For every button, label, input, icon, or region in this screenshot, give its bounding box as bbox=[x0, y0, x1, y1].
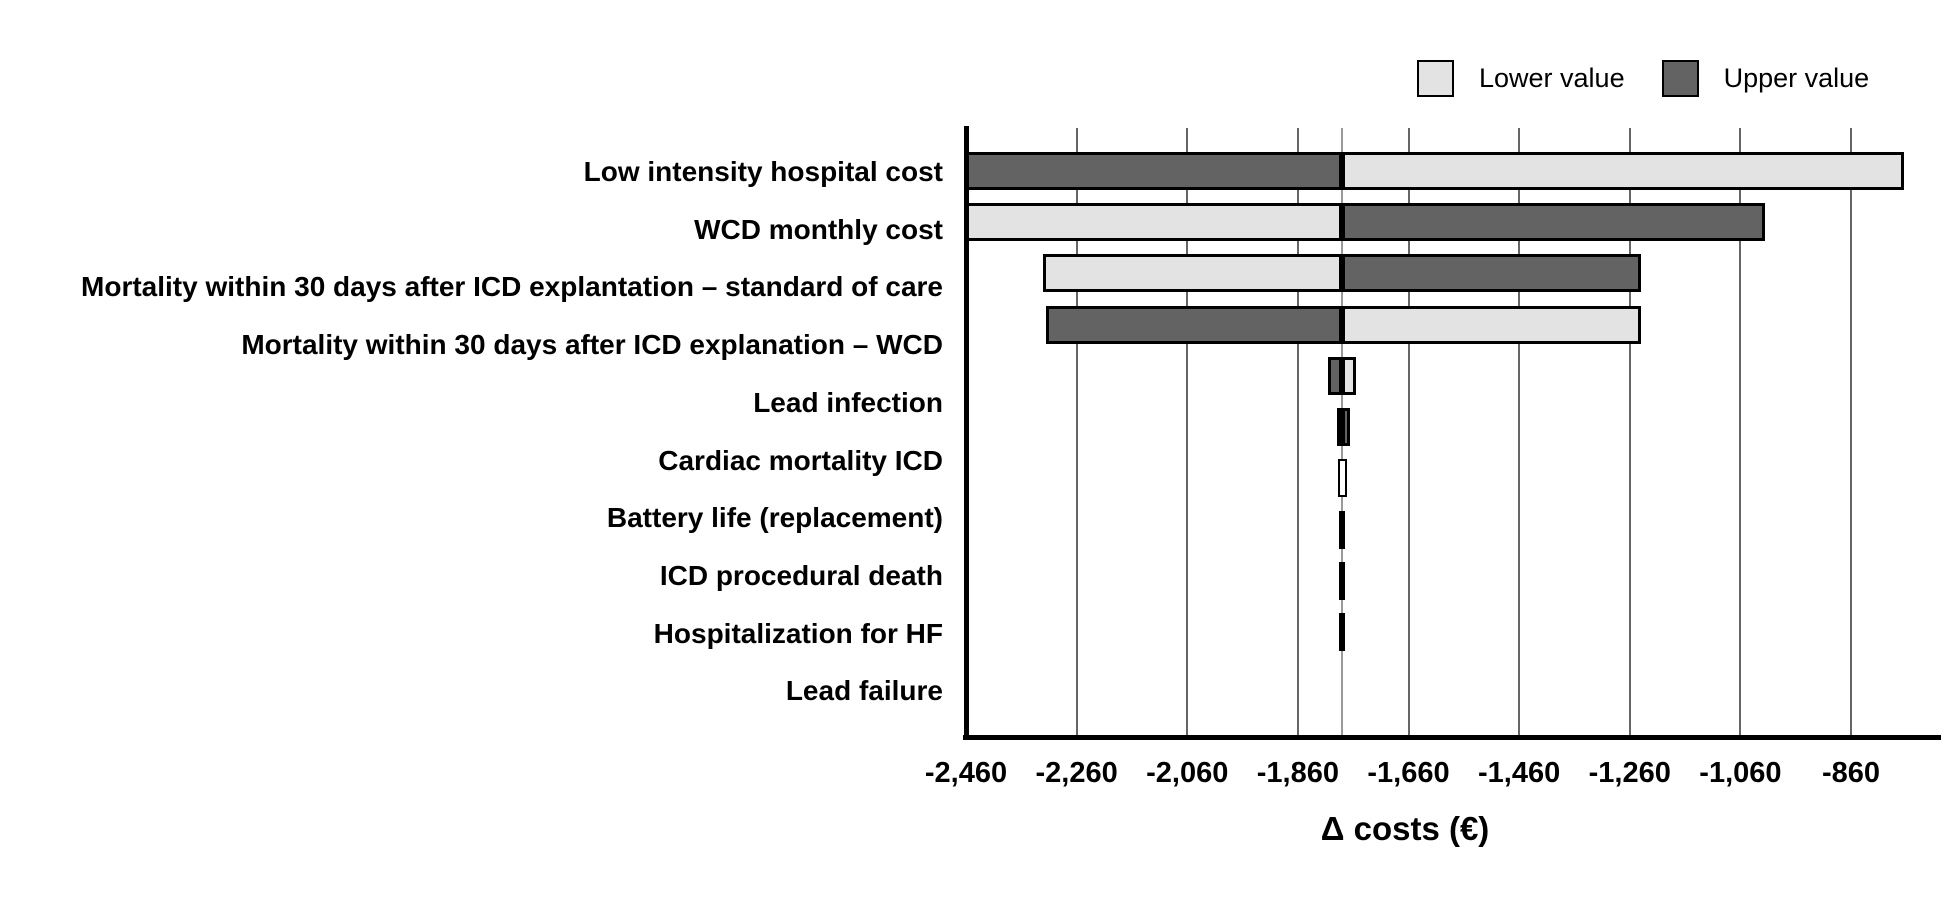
category-label: ICD procedural death bbox=[659, 560, 943, 592]
category-label: Low intensity hospital cost bbox=[583, 156, 943, 187]
x-tick-label: -1,660 bbox=[1367, 757, 1450, 789]
bar-segment-lower-value bbox=[1043, 254, 1343, 293]
legend-label-upper-value: Upper value bbox=[1723, 62, 1870, 93]
bar-segment-lower-value bbox=[1342, 152, 1904, 190]
bar-sliver-white bbox=[1337, 459, 1347, 498]
category-label: WCD monthly cost bbox=[694, 213, 943, 245]
category-label: Mortality within 30 days after ICD expla… bbox=[81, 271, 943, 303]
legend-swatch-lower-value bbox=[1417, 59, 1454, 97]
bar-segment-upper-value bbox=[1342, 408, 1351, 447]
category-label: Lead failure bbox=[785, 675, 943, 707]
bar-segment-upper-value bbox=[1342, 254, 1641, 293]
bar-segment-lower-value bbox=[1336, 408, 1343, 447]
gridline bbox=[1518, 128, 1521, 735]
gridline bbox=[1407, 128, 1410, 735]
x-tick-label: -2,060 bbox=[1146, 757, 1229, 789]
bar-segment-upper-value bbox=[966, 152, 1343, 190]
bar-segment-lower-value bbox=[966, 203, 1343, 242]
gridline bbox=[1186, 128, 1189, 735]
bar-segment-upper-value bbox=[1046, 305, 1343, 344]
legend-swatch-upper-value bbox=[1661, 59, 1699, 97]
gridline bbox=[1628, 128, 1631, 735]
bar-sliver-black bbox=[1338, 510, 1346, 549]
x-tick-label: -2,460 bbox=[924, 757, 1008, 789]
y-axis-spine bbox=[963, 126, 969, 740]
x-tick-label: -1,060 bbox=[1699, 757, 1782, 789]
legend-label-lower-value: Lower value bbox=[1479, 62, 1625, 93]
category-label: Hospitalization for HF bbox=[653, 617, 943, 649]
category-label: Battery life (replacement) bbox=[606, 502, 943, 534]
x-tick-label: -2,260 bbox=[1035, 757, 1118, 789]
legend: Lower value Upper value bbox=[1417, 59, 1869, 97]
category-label: Lead infection bbox=[753, 386, 943, 418]
x-tick-label: -1,260 bbox=[1588, 757, 1671, 789]
x-axis-title: Δ costs (€) bbox=[1320, 810, 1490, 847]
category-label: Mortality within 30 days after ICD expla… bbox=[241, 329, 943, 361]
bar-segment-upper-value bbox=[1328, 356, 1343, 395]
category-label: Cardiac mortality ICD bbox=[658, 444, 943, 476]
bar-segment-lower-value bbox=[1342, 356, 1356, 395]
bar-sliver-black bbox=[1338, 561, 1346, 600]
bar-segment-lower-value bbox=[1342, 305, 1641, 344]
x-axis-line bbox=[963, 735, 1941, 740]
bar-sliver-black bbox=[1338, 613, 1346, 652]
x-tick-label: -860 bbox=[1822, 757, 1881, 789]
bar-segment-upper-value bbox=[1342, 203, 1766, 242]
gridline bbox=[1850, 128, 1853, 735]
x-tick-label: -1,860 bbox=[1256, 757, 1339, 789]
gridline bbox=[1739, 128, 1742, 735]
gridline bbox=[1296, 128, 1299, 735]
gridline bbox=[1075, 128, 1078, 735]
x-tick-label: -1,460 bbox=[1478, 757, 1561, 789]
